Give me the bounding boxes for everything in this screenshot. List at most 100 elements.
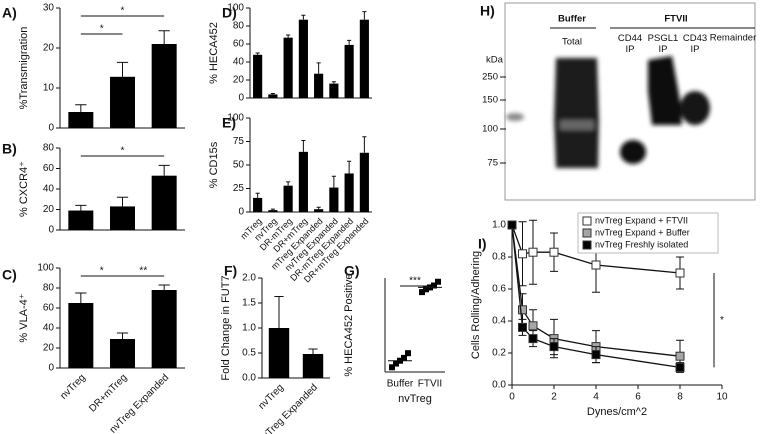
- error-bar: [347, 160, 352, 174]
- y-axis-label: Fold Change in FUT7: [220, 275, 232, 380]
- data-point: [518, 305, 527, 315]
- data-point: [423, 286, 429, 293]
- y-tick-label: 0.0: [492, 380, 506, 391]
- y-tick-label: 0: [48, 123, 54, 134]
- bar: [110, 206, 135, 230]
- band: [648, 56, 682, 125]
- bar: [329, 187, 339, 212]
- band: [620, 140, 646, 164]
- y-tick-label: 0: [238, 207, 244, 218]
- marker-label: 250: [482, 72, 498, 83]
- blot-panel: H) Buffer FTVII Total CD44 IP PSGL1 IP CD4…: [480, 2, 756, 201]
- x-tick-label: nvTreg: [256, 382, 286, 412]
- error-bar: [158, 284, 170, 290]
- x-tick-label: 4: [593, 392, 599, 403]
- significance-label: ***: [409, 276, 421, 287]
- legend-swatch: [582, 240, 592, 250]
- legend-label: nvTreg Freshly isolated: [595, 239, 688, 249]
- y-tick-label: 20: [43, 43, 55, 54]
- error-bar: [75, 104, 87, 112]
- data-point: [518, 322, 527, 332]
- bar: [329, 83, 339, 98]
- x-tick-label: FTVII: [418, 379, 442, 390]
- error-bar: [286, 34, 291, 38]
- chart-panel: G)% HECA452 Positive Buffer FTVII nvTreg ***: [343, 263, 445, 405]
- bar: [298, 19, 308, 99]
- error-bar: [116, 196, 129, 207]
- data-point: [528, 321, 538, 331]
- bar: [253, 197, 263, 212]
- y-tick-label: 0: [238, 93, 244, 104]
- bar: [151, 290, 177, 368]
- blot-bands: [506, 56, 710, 168]
- error-bar: [158, 164, 170, 176]
- chart-panel: E)% CD15s0255075100mTregnvTregDR-mTregDR…: [208, 113, 372, 285]
- error-bar: [270, 208, 275, 211]
- legend-label: nvTreg Expand + FTVII: [595, 215, 688, 225]
- data-point: [401, 354, 407, 361]
- lane-label: PSGL1 IP: [648, 33, 679, 55]
- bar: [68, 303, 94, 368]
- legend-label: nvTreg Expand + Buffer: [595, 227, 690, 237]
- error-bar: [347, 39, 352, 45]
- y-tick-label: 20: [233, 75, 245, 86]
- y-tick-label: 0.2: [492, 348, 506, 359]
- bar: [314, 73, 324, 98]
- bar: [110, 76, 135, 128]
- annotation: *: [720, 315, 724, 326]
- y-tick-label: 75: [233, 136, 245, 147]
- y-axis-label: Cells Rolling/Adhering: [470, 251, 482, 359]
- data-point: [419, 289, 425, 296]
- error-bar: [301, 14, 306, 20]
- y-tick-label: 1.5: [242, 298, 256, 309]
- y-tick-label: 20: [43, 204, 55, 215]
- legend: nvTreg Expand + FTVII nvTreg Expand + Buf…: [577, 212, 719, 254]
- y-tick-label: 1.0: [492, 220, 506, 231]
- data-point: [507, 220, 517, 230]
- data-point: [405, 350, 411, 357]
- data-point: [591, 350, 601, 360]
- group-label: FTVII: [664, 14, 687, 25]
- chart-panel: F)Fold Change in FUT7 0.0 0.5 1.0 1.5 2.0 nvTr…: [220, 263, 330, 434]
- error-bar: [158, 30, 170, 44]
- group-label: Buffer: [558, 14, 586, 25]
- error-bar: [316, 62, 321, 74]
- x-axis-label: nvTreg: [398, 393, 432, 405]
- chart-panel: A)%Transmigration 0 10 20 30 * *: [2, 3, 185, 134]
- y-axis-label: % HECA452: [208, 22, 220, 84]
- data-point: [431, 282, 437, 289]
- bar: [344, 173, 354, 212]
- band: [680, 91, 710, 125]
- error-bar: [75, 204, 87, 211]
- error-bar: [116, 61, 129, 77]
- panel-label: A): [2, 5, 17, 21]
- y-tick-label: 40: [233, 57, 245, 68]
- marker-label: 75: [487, 158, 498, 169]
- marker-ticks: [500, 76, 506, 164]
- y-tick-label: 80: [43, 283, 55, 294]
- error-bar: [362, 11, 367, 20]
- x-tick-label: DR+mTreg: [87, 372, 129, 414]
- series-line: [511, 224, 681, 274]
- panel-label: B): [2, 141, 17, 157]
- y-tick-label: 60: [43, 163, 55, 174]
- y-tick-label: 100: [227, 3, 244, 14]
- error-bar: [362, 136, 367, 153]
- x-tick-label: Buffer: [387, 379, 414, 390]
- data-point: [393, 360, 399, 367]
- chart-panel: B)% CXCR4⁺ 0 20 40 60 80 *: [2, 141, 185, 236]
- y-tick-label: 100: [227, 113, 244, 124]
- error-bar: [331, 175, 336, 188]
- x-tick-label: 2: [551, 392, 557, 403]
- bar: [344, 44, 354, 98]
- lane-label: CD43 IP: [683, 33, 707, 55]
- marker-label: 150: [482, 95, 498, 106]
- data-point: [549, 247, 559, 257]
- y-axis-label: % CXCR4⁺: [18, 161, 30, 217]
- y-tick-label: 80: [233, 21, 245, 32]
- significance-label: *: [121, 146, 125, 157]
- y-tick-label: 10: [43, 83, 55, 94]
- bar: [283, 185, 293, 212]
- x-tick-label: 8: [677, 392, 683, 403]
